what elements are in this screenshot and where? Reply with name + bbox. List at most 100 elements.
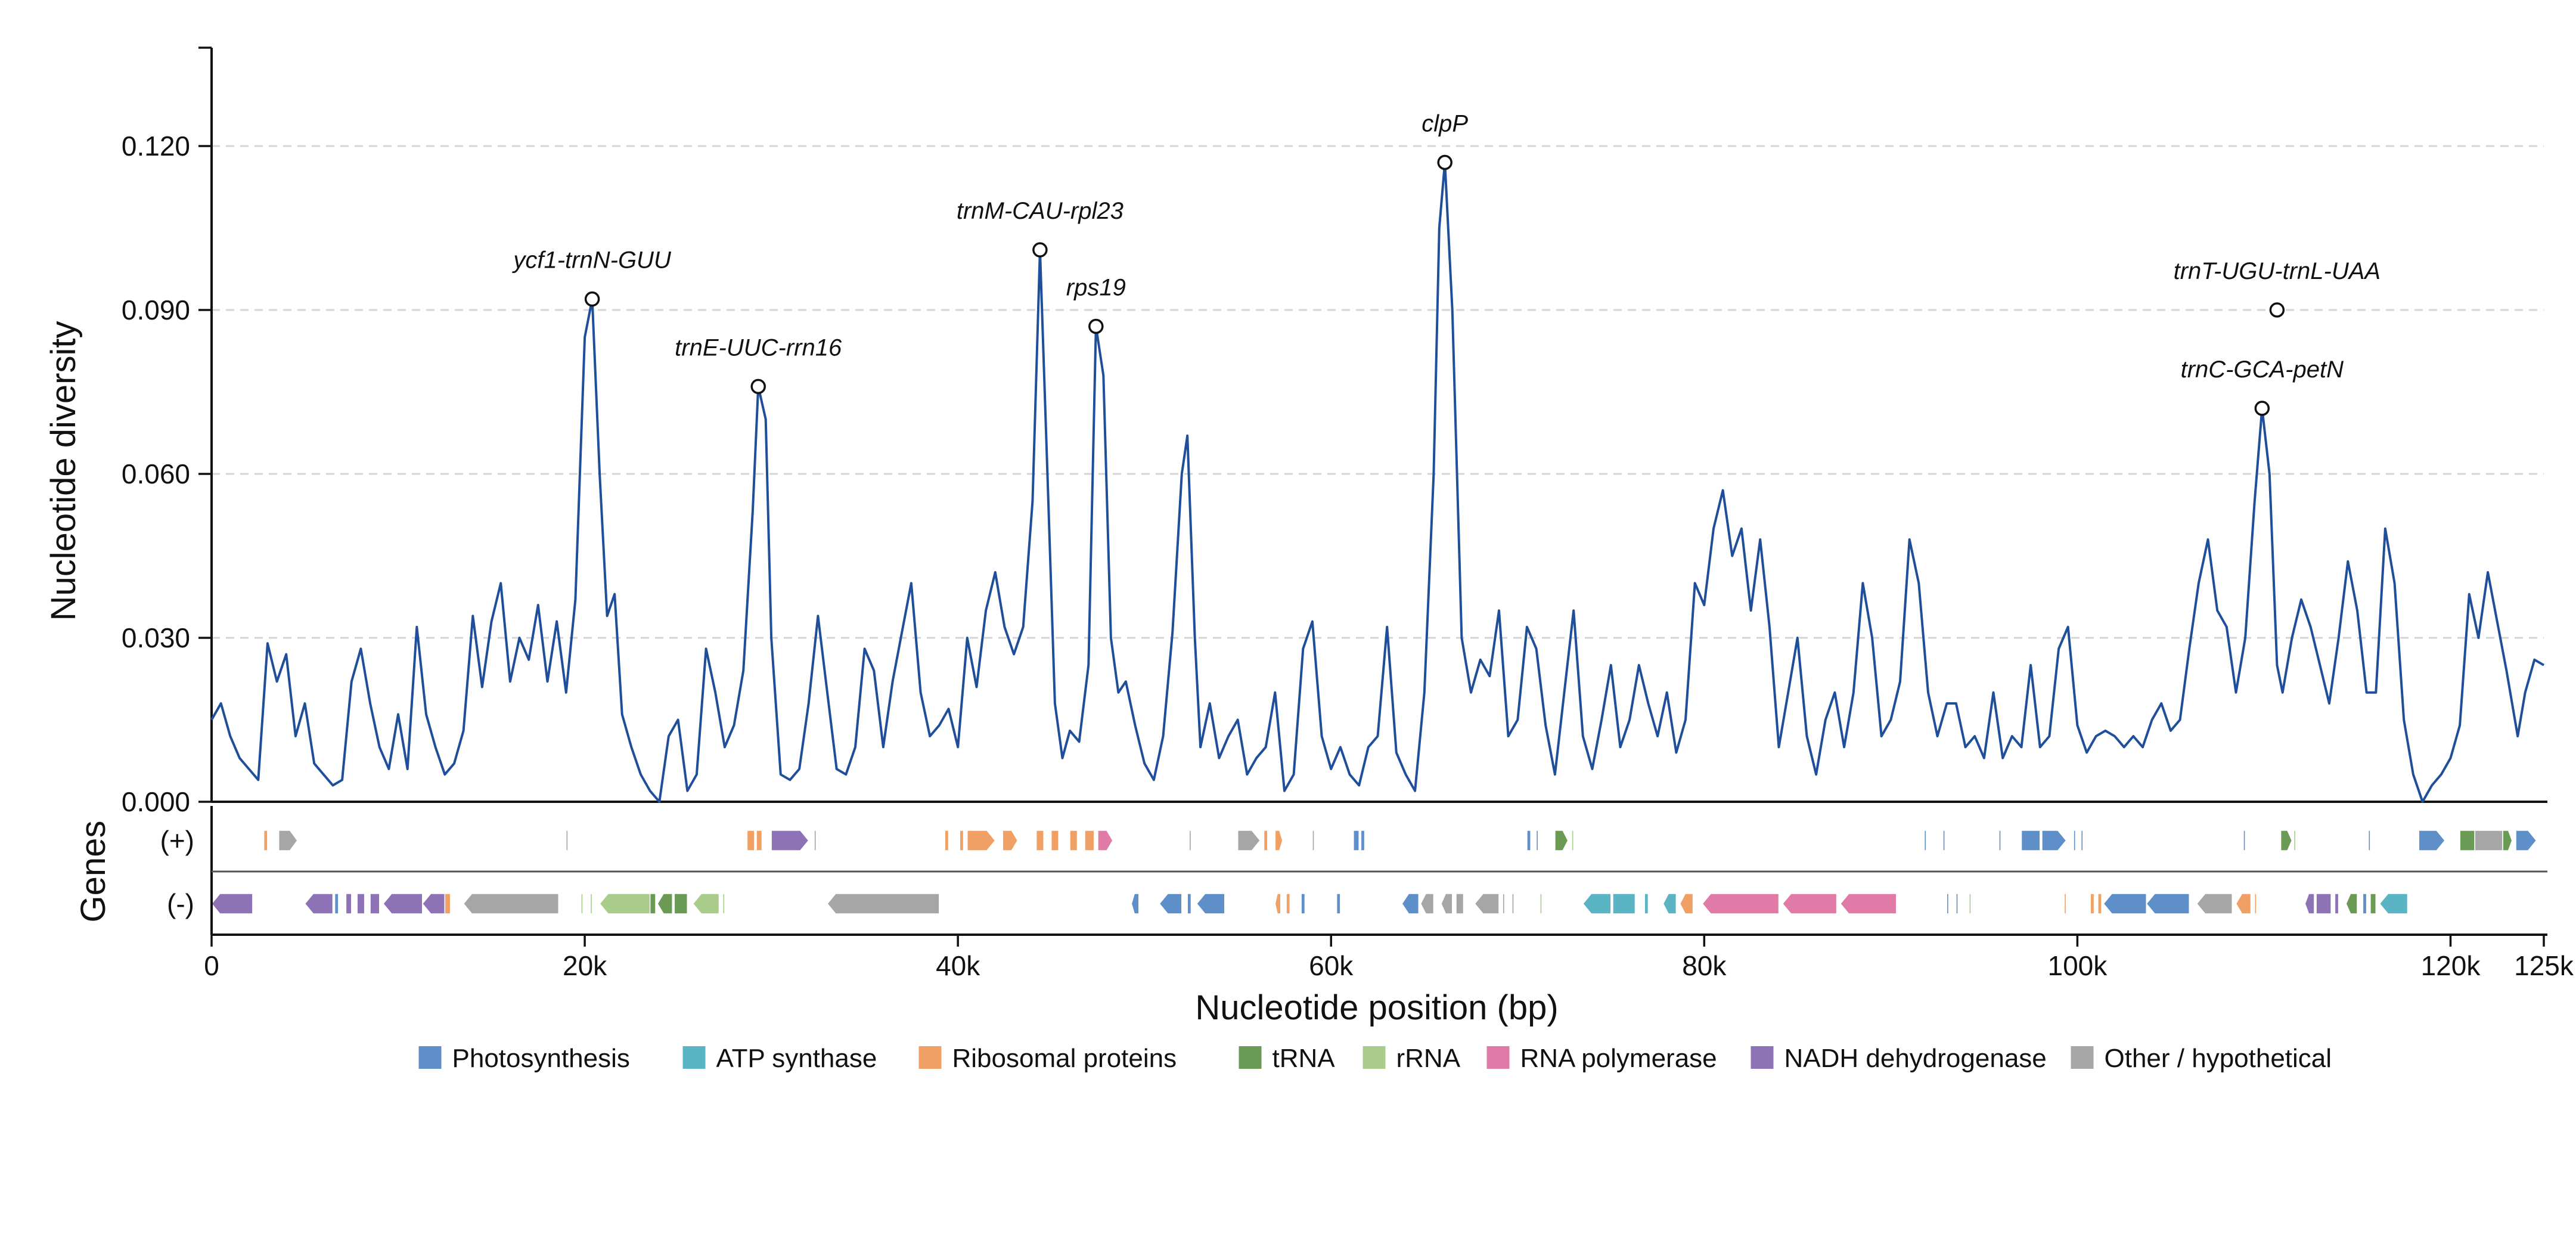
gene-minus-strand bbox=[370, 893, 380, 914]
gene-minus-strand bbox=[2345, 893, 2358, 914]
gene-plus-strand bbox=[756, 830, 763, 851]
peak-label: ycf1-trnN-GUU bbox=[511, 247, 672, 274]
gene-minus-strand bbox=[2362, 893, 2367, 914]
y-tick-label: 0.090 bbox=[122, 294, 190, 325]
diversity-line bbox=[210, 161, 2545, 803]
x-tick-label: 80k bbox=[1682, 950, 1727, 981]
peak-marker bbox=[1437, 154, 1453, 170]
gene-plus-strand bbox=[2243, 830, 2246, 851]
gene-minus-strand bbox=[1455, 893, 1464, 914]
gene-minus-strand bbox=[2316, 893, 2332, 914]
gene-minus-strand bbox=[589, 893, 593, 914]
y-axis-title: Nucleotide diversity bbox=[44, 321, 83, 621]
gene-minus-strand bbox=[444, 893, 451, 914]
gene-minus-strand bbox=[674, 893, 688, 914]
legend: Photosynthesis ATP synthase Ribosomal prot… bbox=[418, 1044, 2332, 1073]
gene-minus-strand bbox=[2370, 893, 2377, 914]
x-axis-title: Nucleotide position (bp) bbox=[1195, 988, 1558, 1027]
legend-swatch bbox=[1239, 1046, 1262, 1069]
legend-label: tRNA bbox=[1273, 1044, 1336, 1073]
gene-minus-strand bbox=[1679, 893, 1694, 914]
gene-plus-strand bbox=[1526, 830, 1531, 851]
peak-marker bbox=[2269, 302, 2285, 318]
gene-minus-strand bbox=[356, 893, 365, 914]
gene-minus-strand bbox=[2334, 893, 2339, 914]
gene-plus-strand bbox=[967, 830, 996, 851]
y-tick-label: 0.120 bbox=[122, 131, 190, 162]
legend-label: Other / hypothetical bbox=[2105, 1044, 2332, 1073]
gene-plus-strand bbox=[814, 830, 817, 851]
gene-minus-strand bbox=[1196, 893, 1225, 914]
gene-plus-strand bbox=[746, 830, 755, 851]
gene-plus-strand bbox=[1263, 830, 1268, 851]
peak-marker bbox=[750, 379, 766, 395]
gene-plus-strand bbox=[2293, 830, 2296, 851]
gene-plus-strand bbox=[1274, 830, 1283, 851]
gene-plus-strand bbox=[1942, 830, 1945, 851]
gene-plus-strand bbox=[1353, 830, 1360, 851]
peak-label: trnM-CAU-rpl23 bbox=[957, 198, 1123, 224]
gene-minus-strand bbox=[1274, 893, 1281, 914]
gene-minus-strand bbox=[1540, 893, 1543, 914]
gene-track-title: Genes bbox=[74, 821, 113, 923]
axes: 0.000 0.030 0.060 0.090 0.120 0 20k 40k 60k 80k 10… bbox=[122, 46, 2574, 981]
gene-plus-strand bbox=[1360, 830, 1365, 851]
gene-plus-strand bbox=[1069, 830, 1078, 851]
gene-minus-strand bbox=[1474, 893, 1500, 914]
gene-minus-strand bbox=[581, 893, 584, 914]
gene-minus-strand bbox=[1159, 893, 1183, 914]
gene-minus-strand bbox=[1612, 893, 1636, 914]
x-tick-label: 100k bbox=[2048, 950, 2108, 981]
gene-minus-strand bbox=[1286, 893, 1291, 914]
legend-label: ATP synthase bbox=[716, 1044, 877, 1073]
gene-minus-strand bbox=[1969, 893, 1972, 914]
gene-minus-strand bbox=[2090, 893, 2095, 914]
peak-label: trnE-UUC-rrn16 bbox=[675, 334, 842, 361]
gene-minus-strand bbox=[1441, 893, 1453, 914]
peak-label: trnC-GCA-petN bbox=[2181, 356, 2344, 383]
x-tick-label: 20k bbox=[563, 950, 607, 981]
gene-minus-strand bbox=[2063, 893, 2067, 914]
gene-plus-strand bbox=[1923, 830, 1927, 851]
x-tick-label: 40k bbox=[936, 950, 980, 981]
gene-plus-strand bbox=[1050, 830, 1059, 851]
gene-minus-strand bbox=[2146, 893, 2190, 914]
gene-plus-strand bbox=[278, 830, 298, 851]
y-tick-label: 0.060 bbox=[122, 458, 190, 489]
gene-minus-strand bbox=[1644, 893, 1649, 914]
gene-minus-strand bbox=[1502, 893, 1506, 914]
peak-label: rps19 bbox=[1066, 275, 1126, 301]
gene-plus-strand bbox=[1002, 830, 1019, 851]
gene-plus-strand bbox=[1998, 830, 2001, 851]
x-tick-label: 125k bbox=[2514, 950, 2574, 981]
gene-minus-strand bbox=[1420, 893, 1435, 914]
gene-plus-strand bbox=[1312, 830, 1315, 851]
gene-minus-strand bbox=[649, 893, 656, 914]
legend-label: rRNA bbox=[1396, 1044, 1461, 1073]
gene-plus-strand bbox=[1571, 830, 1574, 851]
gene-plus-strand bbox=[2041, 830, 2067, 851]
gene-plus-strand bbox=[263, 830, 268, 851]
gene-minus-strand bbox=[657, 893, 673, 914]
gene-minus-strand bbox=[463, 893, 560, 914]
gene-plus-strand bbox=[1535, 830, 1539, 851]
gene-minus-strand bbox=[1187, 893, 1192, 914]
gene-minus-strand bbox=[1131, 893, 1140, 914]
gene-plus-strand bbox=[1097, 830, 1113, 851]
gene-plus-strand bbox=[1188, 830, 1192, 851]
peak-label: trnT-UGU-trnL-UAA bbox=[2174, 258, 2381, 284]
legend-label: Photosynthesis bbox=[452, 1044, 630, 1073]
gene-plus-strand bbox=[1035, 830, 1044, 851]
plus-strand-label: (+) bbox=[160, 825, 195, 856]
gene-minus-strand bbox=[2254, 893, 2257, 914]
gene-track bbox=[211, 830, 2537, 914]
gene-minus-strand bbox=[1839, 893, 1897, 914]
gene-minus-strand bbox=[304, 893, 334, 914]
gene-minus-strand bbox=[421, 893, 446, 914]
gene-minus-strand bbox=[1301, 893, 1306, 914]
gene-plus-strand bbox=[771, 830, 809, 851]
gene-minus-strand bbox=[334, 893, 339, 914]
gridlines bbox=[212, 145, 2544, 639]
gene-minus-strand bbox=[1782, 893, 1838, 914]
